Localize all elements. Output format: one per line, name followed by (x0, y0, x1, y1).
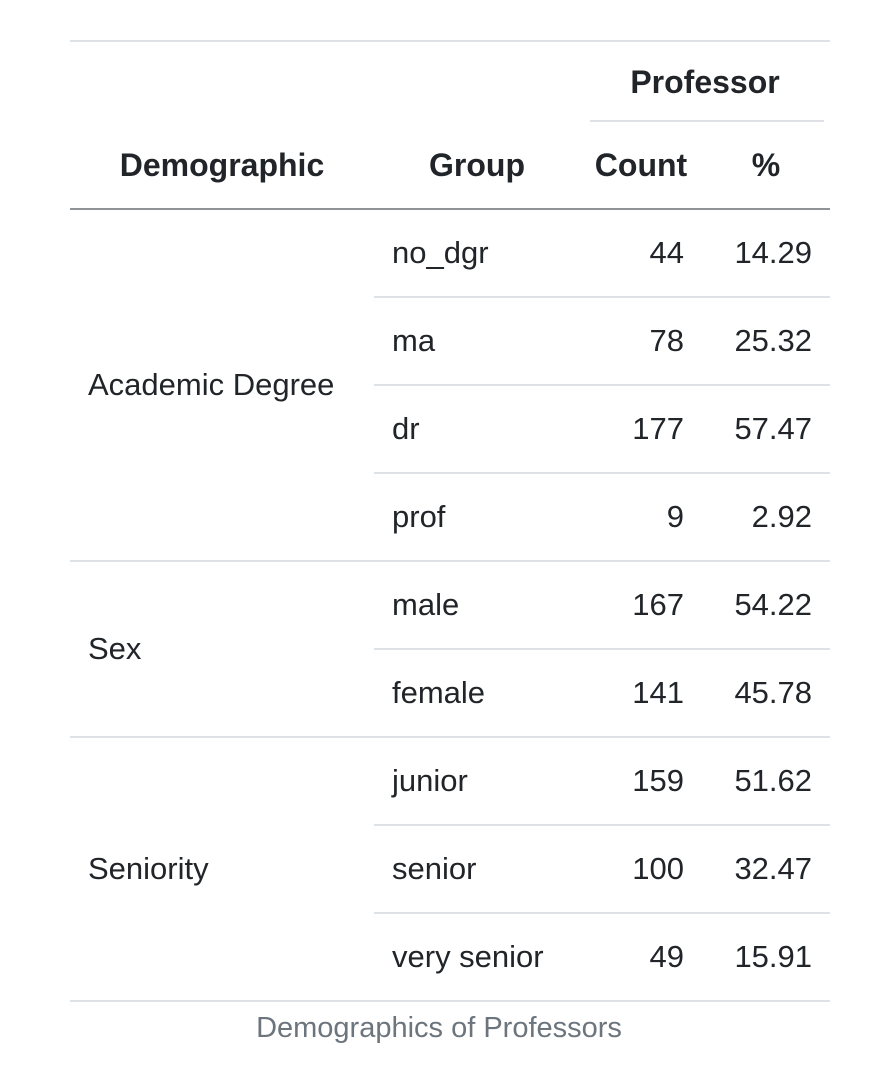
row-percent: 32.47 (702, 824, 831, 913)
header-group: Group (374, 122, 580, 210)
row-percent: 25.32 (702, 296, 831, 385)
row-count: 78 (580, 296, 702, 385)
table-row: very senior 49 15.91 (70, 912, 831, 1002)
row-group: female (374, 648, 580, 737)
row-percent: 45.78 (702, 648, 831, 737)
row-percent: 54.22 (702, 560, 831, 649)
row-count: 141 (580, 648, 702, 737)
header-count: Count (580, 122, 702, 210)
row-group: very senior (374, 912, 580, 1002)
row-group: senior (374, 824, 580, 913)
row-count: 44 (580, 208, 702, 297)
row-percent: 57.47 (702, 384, 831, 473)
row-percent: 15.91 (702, 912, 831, 1002)
table-row: female 141 45.78 (70, 648, 831, 737)
table-row: senior 100 32.47 (70, 824, 831, 913)
header-percent: % (702, 122, 831, 210)
row-group: junior (374, 736, 580, 825)
row-count: 159 (580, 736, 702, 825)
table-row: Sex male 167 54.22 (70, 560, 831, 737)
spanner-rule (590, 120, 825, 122)
row-count: 49 (580, 912, 702, 1002)
group-label-academic-degree: Academic Degree (70, 208, 374, 561)
row-percent: 14.29 (702, 208, 831, 297)
row-count: 167 (580, 560, 702, 649)
spanner-label: Professor (630, 63, 780, 100)
table-row: Seniority junior 159 51.62 (70, 736, 831, 1002)
row-group: prof (374, 472, 580, 561)
group-label-sex: Sex (70, 560, 374, 737)
group-label-seniority: Seniority (70, 736, 374, 1002)
row-count: 177 (580, 384, 702, 473)
row-group: no_dgr (374, 208, 580, 297)
demographics-table: Professor Demographic Group Count % Acad… (70, 40, 831, 1002)
row-percent: 2.92 (702, 472, 831, 561)
table-row: Academic Degree no_dgr 44 14.29 (70, 208, 831, 561)
row-count: 9 (580, 472, 702, 561)
header-demographic: Demographic (70, 122, 374, 210)
spanner-professor: Professor (580, 40, 831, 122)
row-group: male (374, 560, 580, 649)
table-row: dr 177 57.47 (70, 384, 831, 473)
table-row: prof 9 2.92 (70, 472, 831, 561)
table-caption: Demographics of Professors (256, 1012, 622, 1044)
row-percent: 51.62 (702, 736, 831, 825)
table-row: ma 78 25.32 (70, 296, 831, 385)
row-group: dr (374, 384, 580, 473)
row-count: 100 (580, 824, 702, 913)
row-group: ma (374, 296, 580, 385)
